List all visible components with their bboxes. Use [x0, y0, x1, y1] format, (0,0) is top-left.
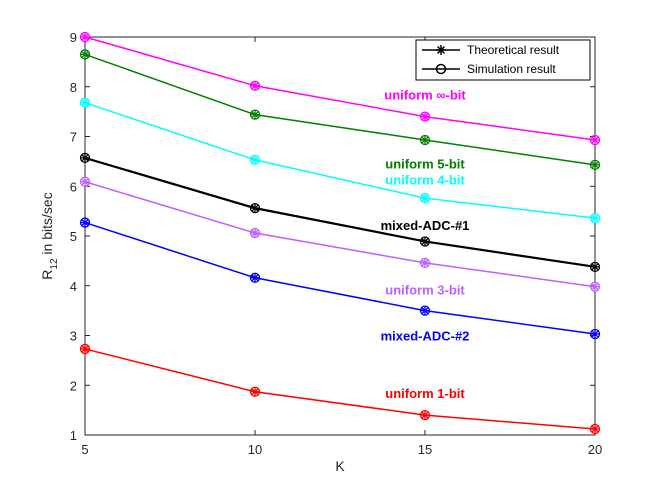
legend: Theoretical result Simulation result [415, 39, 591, 81]
data-point-uniform-5-bit [419, 134, 431, 146]
legend-box [415, 39, 591, 81]
data-point-mixed-adc-1 [419, 236, 431, 247]
series-annotation: uniform 1-bit [385, 386, 465, 401]
data-point-uniform-5-bit [249, 109, 261, 120]
series-line-uniform-1-bit [84, 348, 596, 430]
y-tick-label: 8 [70, 80, 77, 95]
y-tick-label: 9 [70, 30, 77, 45]
y-axis-label-main: R [39, 270, 55, 280]
x-tick-label: 5 [81, 442, 88, 457]
y-tick-label: 6 [70, 179, 77, 194]
series-line-mixed-adc-2 [84, 221, 596, 335]
series-line-mixed-adc-1 [84, 156, 596, 268]
series-markers [79, 31, 601, 435]
data-point-uniform-5-bit [79, 49, 91, 60]
plot-area [84, 36, 596, 436]
data-point-mixed-adc-2 [419, 305, 431, 316]
y-tick-label: 2 [70, 378, 77, 393]
series-annotation: mixed-ADC-#2 [381, 328, 470, 343]
axis-ticks: 5 10 15 20 1 2 3 4 5 6 7 8 9 [70, 30, 602, 457]
data-point-uniform-4-bit [419, 193, 431, 204]
data-point-mixed-adc-1 [589, 261, 601, 272]
legend-label-simulation: Simulation result [467, 62, 556, 76]
data-point-mixed-adc-1 [249, 202, 261, 214]
series-line-uniform-3-bit [84, 181, 596, 288]
circle-marker-icon [435, 63, 447, 75]
data-point-mixed-adc-2 [249, 272, 261, 283]
x-tick-label: 15 [418, 442, 432, 457]
y-tick-label: 5 [70, 229, 77, 244]
y-tick-label: 1 [70, 428, 77, 443]
asterisk-marker-icon [436, 45, 446, 55]
data-point-uniform-inf-bit [79, 31, 91, 43]
data-point-mixed-adc-1 [79, 152, 91, 164]
x-axis-label: K [335, 458, 345, 474]
series-annotation: uniform 5-bit [385, 156, 465, 171]
data-point-uniform-inf-bit [249, 80, 261, 91]
data-point-uniform-1-bit [589, 423, 601, 435]
data-point-uniform-4-bit [589, 212, 601, 224]
data-point-uniform-1-bit [419, 409, 431, 421]
x-tick-label: 20 [588, 442, 602, 457]
data-point-mixed-adc-2 [79, 217, 91, 228]
data-point-uniform-1-bit [79, 343, 91, 355]
data-point-uniform-4-bit [249, 154, 261, 166]
data-point-uniform-3-bit [79, 176, 91, 187]
series-annotation: mixed-ADC-#1 [381, 218, 470, 233]
legend-label-theoretical: Theoretical result [467, 43, 560, 57]
data-point-uniform-inf-bit [419, 111, 431, 122]
y-tick-label: 3 [70, 329, 77, 344]
data-point-uniform-inf-bit [589, 134, 601, 146]
data-point-uniform-3-bit [419, 257, 431, 269]
series-lines [84, 36, 596, 430]
series-annotation: uniform 3-bit [385, 283, 465, 298]
x-tick-label: 10 [248, 442, 262, 457]
series-line-uniform-5-bit [84, 53, 596, 166]
y-tick-label: 7 [70, 130, 77, 145]
series-annotation: uniform 4-bit [385, 172, 465, 187]
data-point-uniform-4-bit [79, 97, 91, 108]
data-point-uniform-1-bit [249, 386, 261, 397]
y-axis-label-subscript: 12 [49, 258, 60, 270]
y-tick-label: 4 [70, 279, 77, 294]
y-axis-label: R12 in bits/sec [39, 192, 60, 279]
data-point-uniform-3-bit [249, 227, 261, 239]
series-line-uniform-4-bit [84, 101, 596, 219]
series-annotation: uniform ∞-bit [384, 88, 466, 103]
data-point-uniform-5-bit [589, 159, 601, 171]
data-point-mixed-adc-2 [589, 328, 601, 340]
y-axis-label-rest: in bits/sec [39, 192, 55, 258]
data-point-uniform-3-bit [589, 281, 601, 292]
series-line-uniform-inf-bit [84, 36, 596, 141]
